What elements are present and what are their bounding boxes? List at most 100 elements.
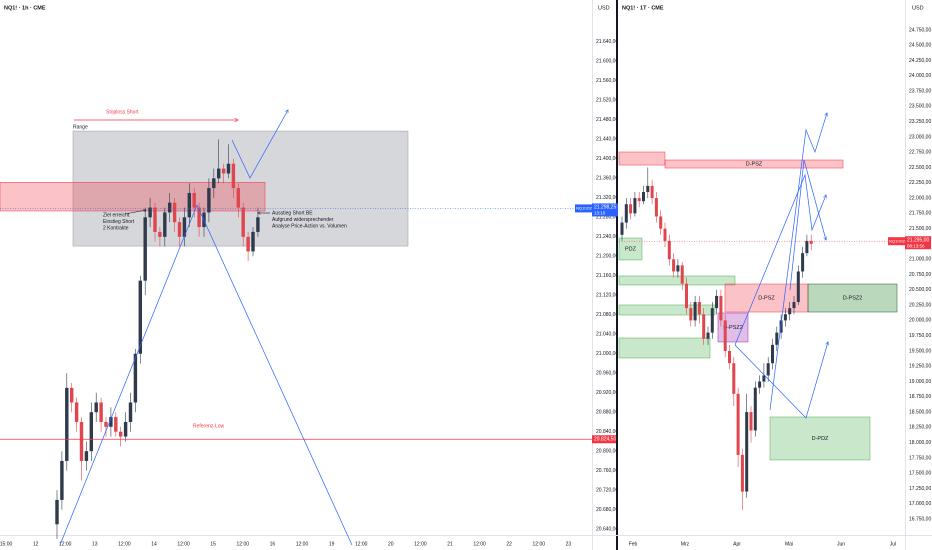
annotation: Referenz-Low <box>193 423 225 429</box>
symbol-label-bg <box>575 204 592 213</box>
symbol-label: NQ1!2025 <box>889 238 908 243</box>
projection-line <box>734 342 828 419</box>
y-tick-label: 21.320,00 <box>596 195 618 201</box>
y-tick-label: 21.240,00 <box>596 234 618 240</box>
candle-body <box>138 280 143 354</box>
candle-body <box>650 185 654 199</box>
candle-body <box>74 402 79 422</box>
y-tick-label: 23.750,00 <box>909 88 931 94</box>
zone <box>618 275 736 286</box>
candle-body <box>182 217 187 237</box>
candle-body <box>192 192 196 208</box>
y-tick-label: 18.500,00 <box>909 409 931 415</box>
zone <box>618 237 643 261</box>
y-tick-label: 17.500,00 <box>909 471 931 477</box>
chart-symbol: NQ1! · 1T · CME <box>622 5 664 11</box>
pane-divider <box>616 0 618 550</box>
candle-body <box>629 204 633 214</box>
candle-body <box>727 350 732 364</box>
x-tick-label: Mai <box>785 541 793 547</box>
currency: USD <box>598 5 610 11</box>
projections <box>59 110 828 546</box>
y-tick-label: 20.960,00 <box>596 371 618 377</box>
candle-body <box>792 302 796 309</box>
y-tick-label: 18.750,00 <box>909 394 931 400</box>
y-tick-label: 22.000,00 <box>909 195 931 201</box>
countdown-label: 08:13:56 <box>907 243 925 248</box>
candle-body <box>762 375 766 382</box>
projection-line <box>769 113 827 411</box>
y-tick-label: 21.040,00 <box>596 332 618 338</box>
annotation: Einstieg Short <box>103 219 135 225</box>
y-tick-label: 21.200,00 <box>596 254 618 260</box>
candle-body <box>775 332 779 345</box>
candle-body <box>133 353 138 403</box>
y-tick-label: 20.750,00 <box>909 272 931 278</box>
x-tick-label: 20 <box>388 541 394 547</box>
y-tick-label: 21.120,00 <box>596 293 618 299</box>
candle-body <box>624 204 628 223</box>
x-tick-label: Jun <box>837 541 845 547</box>
candle-body <box>805 240 809 254</box>
candle-body <box>620 222 624 235</box>
candle-body <box>94 402 98 413</box>
x-tick-label: Mrz <box>681 541 690 547</box>
candle-body <box>99 402 103 422</box>
annotation: Analyse Price-Action vs. Volumen <box>272 223 347 229</box>
annotation: Stoploss Short <box>106 109 139 115</box>
annotation: Ausstieg Short BE <box>272 210 313 216</box>
y-tick-label: 20.680,00 <box>596 507 618 513</box>
y-tick-label: 19.000,00 <box>909 379 931 385</box>
candle-body <box>659 216 663 229</box>
x-tick-label: 22 <box>506 541 512 547</box>
x-tick-label: 12:00 <box>533 541 546 547</box>
y-tick-label: 22.500,00 <box>909 165 931 171</box>
candle-body <box>745 412 749 492</box>
candle-body <box>163 212 167 237</box>
y-tick-label: 21.640,00 <box>596 39 618 45</box>
y-tick-label: 21.600,00 <box>596 59 618 65</box>
annotation: Ziel erreicht. <box>103 212 131 218</box>
x-tick-label: 15:00 <box>0 541 12 547</box>
projection-line <box>59 204 198 546</box>
candle-body <box>788 308 792 315</box>
candle-body <box>715 295 719 309</box>
y-tick-label: 16.750,00 <box>909 516 931 522</box>
zone-label: D-PSZ <box>746 161 763 167</box>
candle-body <box>766 363 770 376</box>
x-tick-label: Jul <box>890 541 896 547</box>
candle-body <box>153 207 157 232</box>
y-tick-label: 22.250,00 <box>909 180 931 186</box>
candle-body <box>672 259 676 272</box>
zone <box>618 337 711 359</box>
y-tick-label: 20.760,00 <box>596 468 618 474</box>
price-label-bg <box>592 435 616 444</box>
currency: USD <box>912 5 924 11</box>
candle-body <box>172 202 177 223</box>
candle-body <box>55 499 59 525</box>
zone-label: D-PSZ <box>758 295 775 301</box>
y-tick-label: 20.640,00 <box>596 526 618 532</box>
candle-body <box>753 387 757 431</box>
projection-line <box>196 204 353 546</box>
y-tick-label: 21.360,00 <box>596 176 618 182</box>
y-tick-label: 21.000,00 <box>909 257 931 263</box>
candle-body <box>758 381 762 388</box>
candle-body <box>697 302 701 315</box>
y-tick-label: 20.000,00 <box>909 318 931 324</box>
y-tick-label: 21.160,00 <box>596 273 618 279</box>
x-tick-label: 16 <box>270 541 276 547</box>
countdown-label: 13:10 <box>594 211 606 216</box>
x-tick-label: 12 <box>33 541 39 547</box>
zone <box>0 181 266 212</box>
zone <box>664 159 844 169</box>
candle-body <box>667 240 671 260</box>
y-tick-label: 21.520,00 <box>596 98 618 104</box>
x-tick-label: 14 <box>151 541 157 547</box>
y-tick-label: 21.480,00 <box>596 117 618 123</box>
note-arrow <box>124 210 146 215</box>
y-tick-label: 21.280,00 <box>596 215 618 221</box>
y-tick-label: 21.080,00 <box>596 312 618 318</box>
